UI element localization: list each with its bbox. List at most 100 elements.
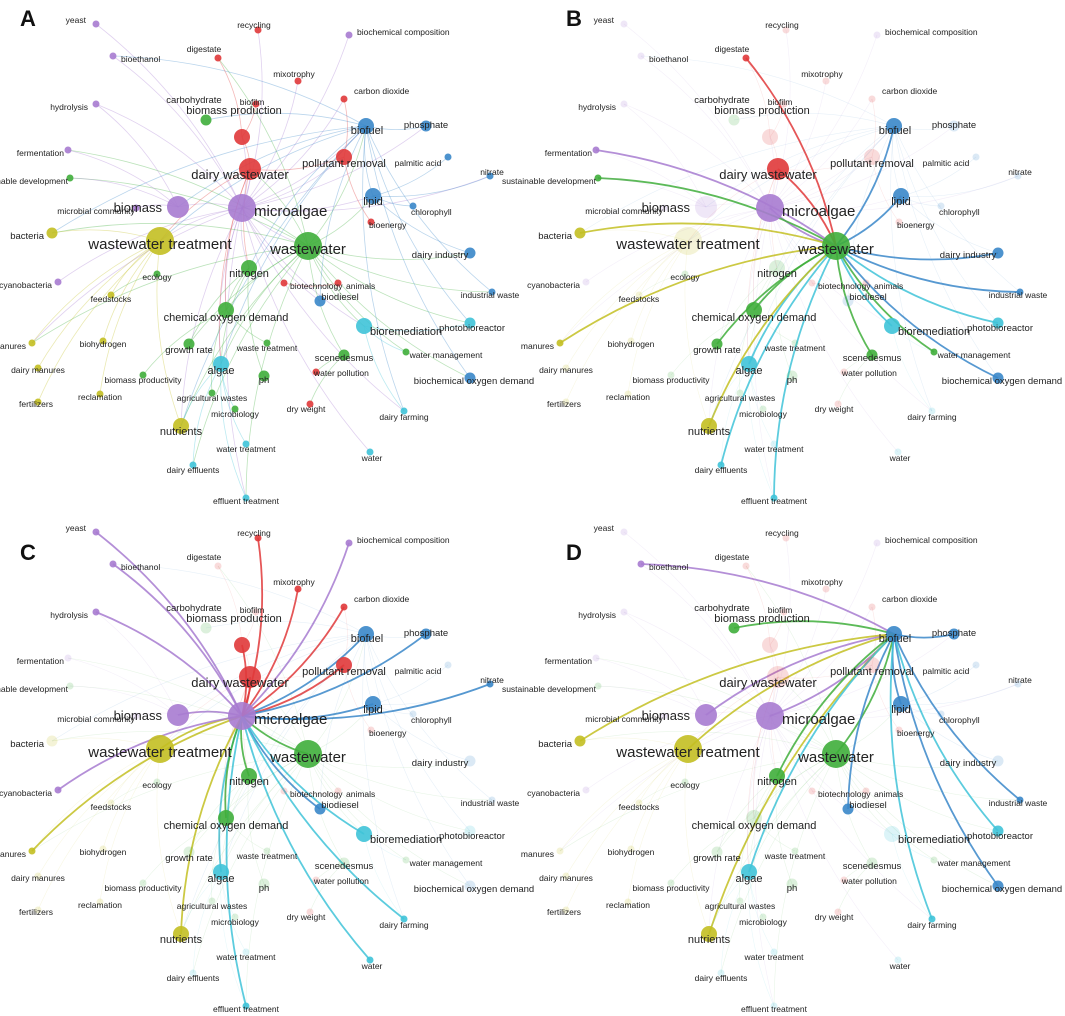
node-label: palmitic acid: [395, 158, 442, 168]
node-label: manures: [521, 849, 554, 859]
node-biofilm: [252, 100, 260, 108]
network-edge: [180, 753, 309, 935]
node-label: biomass productivity: [632, 375, 710, 385]
network-edge: [372, 703, 471, 762]
network-edge: [315, 862, 345, 881]
network-edge: [67, 657, 309, 755]
network-edge: [363, 830, 471, 840]
network-edge: [220, 871, 247, 1007]
node-label: scenedesmus: [315, 861, 374, 872]
network-edge: [241, 29, 263, 209]
node-wastewater-treatment: [146, 735, 174, 763]
network-edge: [769, 175, 1019, 212]
node-label: microbiology: [211, 409, 259, 419]
node-biomass: [167, 196, 189, 218]
node-label: phosphate: [932, 120, 976, 131]
node-label: digestate: [715, 44, 750, 54]
network-edge: [247, 775, 265, 885]
node-label: dairy farming: [907, 920, 956, 930]
network-edge: [835, 753, 999, 832]
node-microbial-community: [660, 712, 668, 720]
node-label: dairy effluents: [695, 973, 748, 983]
node-nutrients: [701, 926, 717, 942]
node-nitrogen: [241, 260, 257, 276]
node-palmitic-acid: [444, 153, 452, 161]
network-edge: [623, 103, 771, 209]
node-label: ecology: [670, 272, 700, 282]
node-label: industrial waste: [461, 798, 520, 808]
network-edge: [747, 168, 779, 365]
network-edge: [156, 240, 182, 427]
node-nutrients: [173, 418, 189, 434]
node-recycling: [782, 534, 790, 542]
network-edge: [220, 871, 247, 953]
node-palmitic-acid: [444, 661, 452, 669]
network-edge: [67, 149, 309, 247]
node-label: nitrate: [480, 675, 504, 685]
node-dairy-farming: [400, 407, 408, 415]
network-edge: [51, 125, 367, 234]
node-label: chemical oxygen demand: [692, 312, 817, 324]
node-label: waste treatment: [236, 343, 298, 353]
node-label: biomass productivity: [632, 883, 710, 893]
node-digestate: [214, 562, 222, 570]
node-label: microbiology: [739, 409, 787, 419]
network-edge: [716, 267, 778, 345]
network-edge: [705, 633, 895, 716]
network-edge: [559, 715, 771, 852]
node-label: biomass: [114, 200, 163, 215]
network-edge: [241, 715, 371, 961]
network-edge: [835, 245, 1021, 293]
edge-layer: [31, 23, 493, 499]
node-label: biochemical composition: [357, 535, 450, 545]
network-edge: [752, 168, 779, 311]
node-growth-rate: [183, 846, 195, 858]
network-edge: [748, 871, 775, 953]
node-ph: [786, 370, 798, 382]
network-edge: [623, 611, 771, 717]
network-edge: [769, 103, 785, 138]
node-fermentation: [592, 146, 600, 154]
node-label: microalgae: [782, 711, 855, 728]
node-agricultural-wastes: [208, 389, 216, 397]
node-ph: [258, 370, 270, 382]
network-edge: [708, 207, 771, 427]
node-biotechnology: [280, 279, 288, 287]
node-label: animals: [874, 789, 903, 799]
node-dry-weight: [834, 400, 842, 408]
node-label: wastewater treatment: [615, 744, 760, 761]
network-edge: [211, 817, 227, 902]
network-edge: [720, 871, 750, 974]
network-edge: [638, 781, 686, 804]
node-label: microbial community: [585, 714, 663, 724]
node-label: sustainable development: [502, 684, 597, 694]
network-edge: [847, 633, 895, 810]
node-carbohydrate: [728, 114, 740, 126]
network-edge: [112, 55, 367, 127]
node-manures: [28, 847, 36, 855]
node-label: microalgae: [254, 203, 327, 220]
node-algae: [213, 864, 229, 880]
node-wastewater: [822, 232, 850, 260]
node-water: [366, 448, 374, 456]
network-edge: [31, 715, 243, 852]
node-industrial-waste: [488, 796, 496, 804]
network-edge: [57, 207, 243, 283]
node-label: sustainable development: [0, 684, 69, 694]
network-edge: [893, 125, 999, 379]
network-edge: [112, 55, 243, 209]
node-label: yeast: [594, 523, 615, 533]
network-edge: [307, 753, 471, 887]
node-label: photobioreactor: [967, 831, 1033, 842]
node-bioethanol: [109, 560, 117, 568]
node-hydrolysis: [92, 100, 100, 108]
node-label: nitrogen: [229, 776, 269, 788]
node-agricultural-wastes: [736, 897, 744, 905]
network-edge: [579, 731, 837, 755]
node-label: lipid: [891, 704, 911, 716]
network-edge: [307, 125, 367, 247]
node-label: dairy farming: [907, 412, 956, 422]
node-label: reclamation: [78, 900, 122, 910]
node-yeast: [620, 528, 628, 536]
node-biofilm: [780, 608, 788, 616]
